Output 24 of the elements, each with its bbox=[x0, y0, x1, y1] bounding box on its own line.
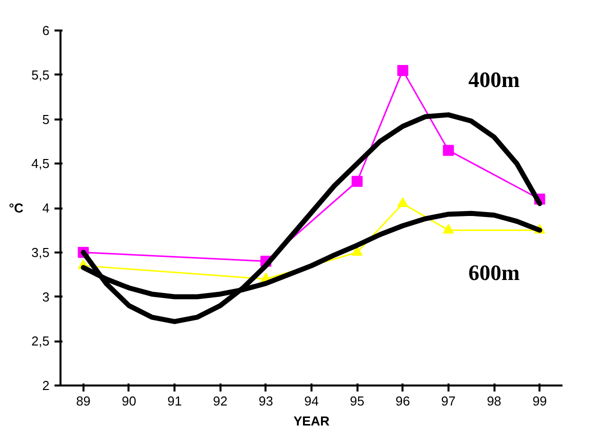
y-tick-label: 3 bbox=[42, 289, 50, 304]
y-tick-label: 2 bbox=[42, 378, 50, 393]
x-tick-label: 97 bbox=[441, 394, 456, 408]
series-label: 600m bbox=[468, 260, 520, 286]
y-tick-label: 3,5 bbox=[31, 244, 50, 260]
x-axis-title: YEAR bbox=[293, 414, 330, 428]
y-tick-label: 2,5 bbox=[31, 334, 50, 349]
y-tick-label: 4,5 bbox=[31, 156, 50, 172]
y-axis-title: °C bbox=[8, 200, 24, 216]
y-tick-label: 6 bbox=[42, 23, 50, 38]
x-tick-label: 98 bbox=[486, 394, 502, 408]
y-tick-label: 5 bbox=[42, 112, 50, 127]
x-tick-label: 99 bbox=[532, 394, 547, 408]
x-tick-label: 93 bbox=[258, 394, 274, 408]
x-tick-label: 92 bbox=[212, 394, 228, 408]
y-tick-label: 5,5 bbox=[31, 67, 50, 82]
x-tick-label: 95 bbox=[350, 394, 364, 408]
x-tick-label: 96 bbox=[396, 394, 410, 408]
y-tick-label: 4 bbox=[42, 200, 50, 216]
x-tick-label: 89 bbox=[76, 394, 91, 408]
x-tick-label: 91 bbox=[167, 394, 182, 408]
series-label: 400m bbox=[468, 67, 520, 92]
x-tick-label: 90 bbox=[122, 394, 136, 408]
x-tick-label: 94 bbox=[304, 394, 319, 408]
